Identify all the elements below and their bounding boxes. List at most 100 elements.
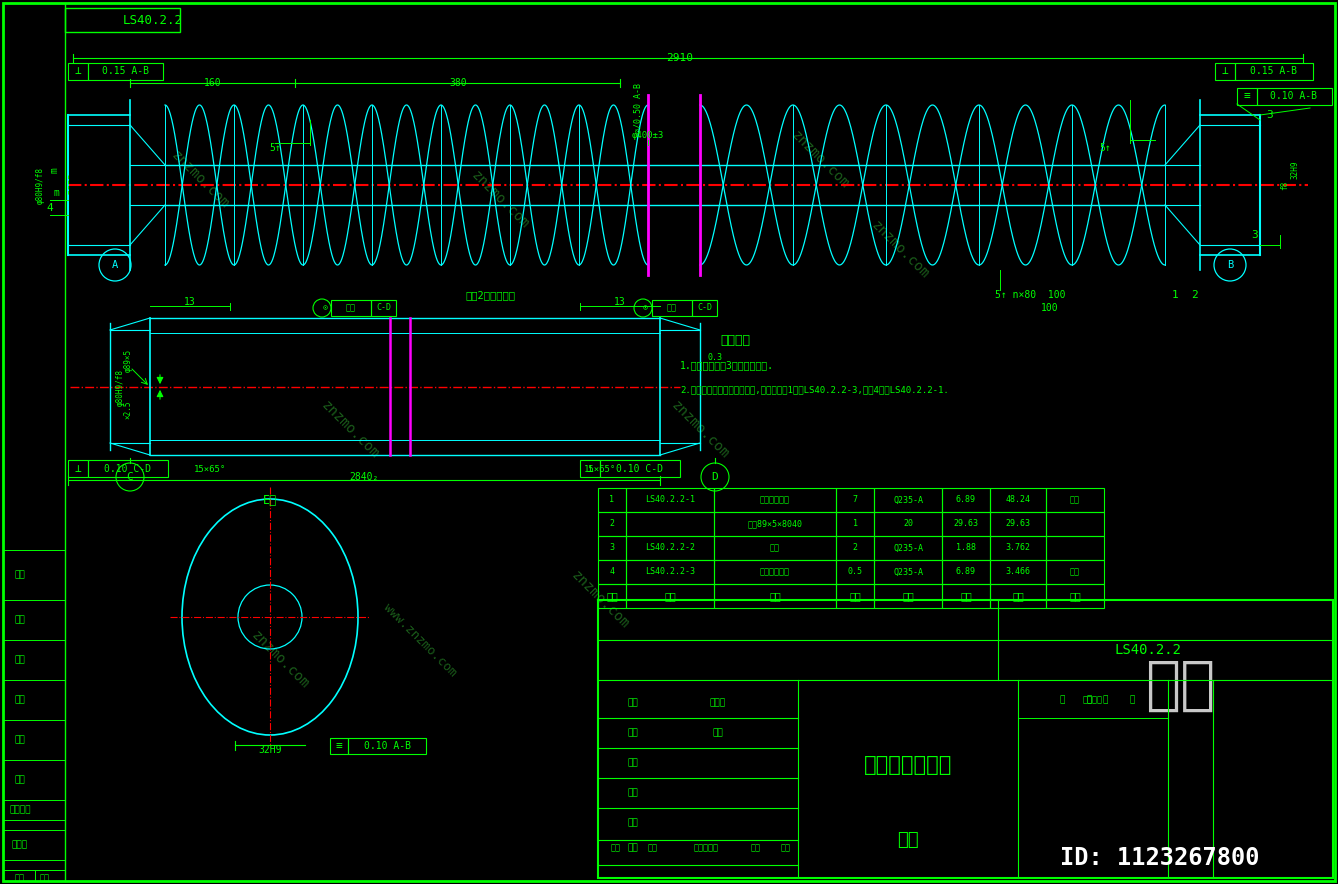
- Text: znzmo.com: znzmo.com: [868, 218, 931, 282]
- Text: 描图: 描图: [15, 656, 25, 665]
- Text: znzmo.com: znzmo.com: [669, 399, 732, 461]
- Bar: [942, 536, 990, 560]
- Bar: [874, 488, 942, 512]
- Bar: [626, 536, 714, 560]
- Text: ⊥: ⊥: [75, 66, 82, 76]
- Bar: [874, 536, 942, 560]
- Text: znzmo.com: znzmo.com: [569, 568, 632, 631]
- Text: 日期: 日期: [781, 843, 791, 852]
- Text: 4: 4: [610, 568, 614, 576]
- Bar: [88, 63, 163, 80]
- Bar: [371, 300, 396, 316]
- Bar: [1046, 512, 1104, 536]
- Bar: [68, 460, 88, 477]
- Text: 法兰: 法兰: [769, 544, 780, 552]
- Bar: [598, 560, 626, 584]
- Bar: [836, 560, 874, 584]
- Text: 标准化: 标准化: [710, 698, 727, 707]
- Text: 部件: 部件: [896, 831, 919, 849]
- Text: 制图: 制图: [15, 615, 25, 624]
- Bar: [714, 584, 836, 608]
- Text: 3.762: 3.762: [1005, 544, 1030, 552]
- Text: B: B: [1227, 260, 1234, 270]
- Text: 设计: 设计: [15, 570, 25, 580]
- Text: ⊙: ⊙: [322, 303, 328, 313]
- Text: 3: 3: [610, 544, 614, 552]
- Text: E向: E向: [262, 493, 277, 507]
- Text: 名称: 名称: [769, 591, 781, 601]
- Text: 审定: 审定: [713, 728, 724, 737]
- Text: 13: 13: [185, 297, 195, 307]
- Text: 处数: 处数: [648, 843, 658, 852]
- Bar: [652, 300, 692, 316]
- Text: 0.15 A-B: 0.15 A-B: [1251, 66, 1298, 76]
- Text: 5↑ n×80  100: 5↑ n×80 100: [994, 290, 1065, 300]
- Text: 左旋螺旋叶片: 左旋螺旋叶片: [760, 568, 789, 576]
- Text: 5↑: 5↑: [269, 143, 281, 153]
- Text: ⊙: ⊙: [642, 303, 648, 313]
- Text: 1: 1: [852, 520, 858, 529]
- Bar: [942, 488, 990, 512]
- Text: 借用: 借用: [1070, 496, 1080, 505]
- Bar: [874, 560, 942, 584]
- Bar: [1046, 584, 1104, 608]
- Text: Q235-A: Q235-A: [892, 496, 923, 505]
- Text: 序号: 序号: [606, 591, 618, 601]
- Text: znzmo.com: znzmo.com: [249, 629, 312, 691]
- Bar: [942, 584, 990, 608]
- Text: LS40.2.2: LS40.2.2: [123, 13, 183, 27]
- Bar: [598, 600, 1333, 878]
- Bar: [330, 300, 371, 316]
- Bar: [942, 560, 990, 584]
- Text: m: m: [54, 188, 59, 198]
- Text: Q235-A: Q235-A: [892, 568, 923, 576]
- Bar: [990, 536, 1046, 560]
- Text: 右旋螺旋叶片: 右旋螺旋叶片: [760, 496, 789, 505]
- Text: 2: 2: [610, 520, 614, 529]
- Bar: [714, 560, 836, 584]
- Text: 图样标记: 图样标记: [1082, 696, 1103, 705]
- Text: LS40.2.2-3: LS40.2.2-3: [645, 568, 694, 576]
- Bar: [942, 512, 990, 536]
- Bar: [626, 488, 714, 512]
- Text: 序号2两端加工图: 序号2两端加工图: [466, 290, 515, 300]
- Text: 29.63: 29.63: [1005, 520, 1030, 529]
- Text: D: D: [712, 472, 719, 482]
- Text: 0.15 A-B: 0.15 A-B: [102, 66, 149, 76]
- Bar: [714, 512, 836, 536]
- Text: 签名: 签名: [40, 873, 50, 882]
- Text: C-D: C-D: [697, 303, 713, 313]
- Text: C: C: [127, 472, 134, 482]
- Bar: [1238, 88, 1256, 105]
- Bar: [598, 512, 626, 536]
- Text: 100: 100: [1041, 303, 1058, 313]
- Text: m: m: [50, 167, 60, 173]
- Text: 6.89: 6.89: [955, 568, 975, 576]
- Text: 卸料节实体螺旋: 卸料节实体螺旋: [864, 755, 953, 775]
- Text: 制图: 制图: [628, 728, 638, 737]
- Bar: [1046, 536, 1104, 560]
- Text: 总重: 总重: [1012, 591, 1024, 601]
- Bar: [1256, 88, 1333, 105]
- Text: 0.10 A-B: 0.10 A-B: [1271, 91, 1318, 101]
- Bar: [714, 536, 836, 560]
- Text: 160: 160: [205, 78, 222, 88]
- Bar: [836, 584, 874, 608]
- Text: 380: 380: [450, 78, 467, 88]
- Text: 3: 3: [1251, 230, 1258, 240]
- Bar: [692, 300, 717, 316]
- Text: 底图号: 底图号: [12, 841, 28, 850]
- Bar: [990, 584, 1046, 608]
- Text: φ400±3: φ400±3: [632, 131, 664, 140]
- Text: 6.89: 6.89: [955, 496, 975, 505]
- Text: 描图: 描图: [628, 758, 638, 767]
- Text: 0.10 A-B: 0.10 A-B: [364, 741, 411, 751]
- Text: 审核: 审核: [628, 819, 638, 827]
- Text: C-D: C-D: [376, 303, 392, 313]
- Text: 1: 1: [610, 496, 614, 505]
- Text: 工艺: 工艺: [628, 843, 638, 852]
- Bar: [626, 560, 714, 584]
- Text: 代号: 代号: [664, 591, 676, 601]
- Bar: [1235, 63, 1313, 80]
- Bar: [626, 512, 714, 536]
